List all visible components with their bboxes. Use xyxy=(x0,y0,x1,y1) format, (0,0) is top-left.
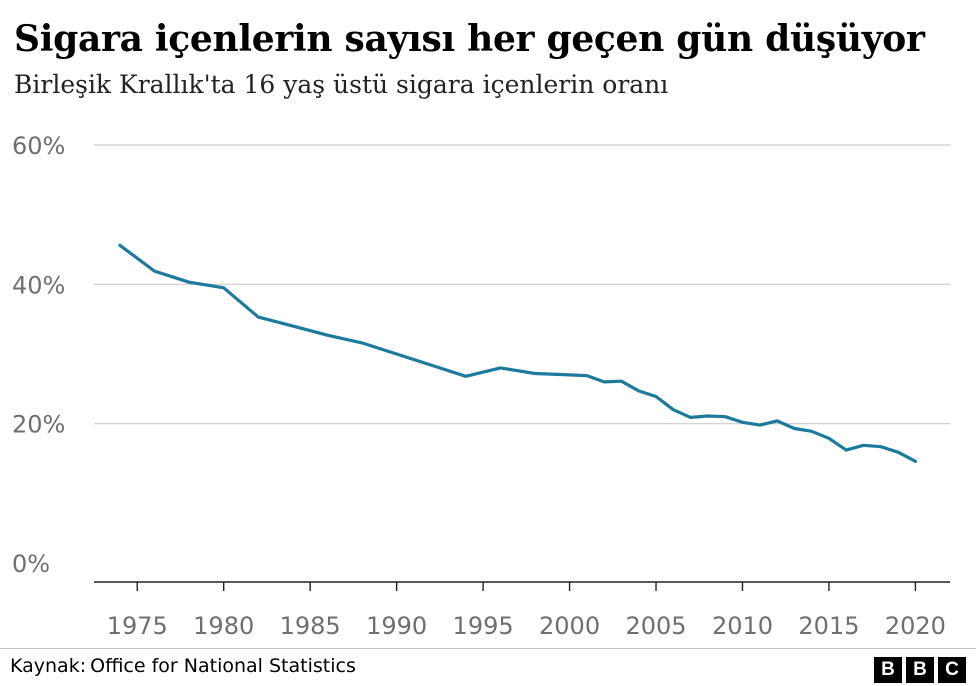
bbc-logo-letter: B xyxy=(874,657,902,683)
gridlines xyxy=(94,144,950,583)
chart-title: Sigara içenlerin sayısı her geçen gün dü… xyxy=(14,18,925,60)
bbc-logo-letter: B xyxy=(906,657,934,683)
x-tick-label: 1980 xyxy=(193,612,254,640)
y-axis-ticks: 0% 20% 40% 60% xyxy=(12,132,65,578)
x-tick-label: 1990 xyxy=(366,612,427,640)
y-tick-label: 0% xyxy=(12,550,50,578)
y-tick-label: 40% xyxy=(12,271,65,299)
x-tick-label: 2000 xyxy=(539,612,600,640)
x-tick-label: 2020 xyxy=(885,612,946,640)
bbc-logo: B B C xyxy=(874,657,966,683)
line-chart: 0% 20% 40% 60% 1975 1980 1985 1990 1995 2000 2005… xyxy=(12,132,950,640)
source-note: Kaynak: Office for National Statistics xyxy=(10,655,356,677)
chart-subtitle: Birleşik Krallık'ta 16 yaş üstü sigara i… xyxy=(14,70,669,99)
y-tick-label: 20% xyxy=(12,411,65,439)
bbc-logo-letter: C xyxy=(938,657,966,683)
x-tick-label: 1975 xyxy=(107,612,168,640)
x-tick-label: 2005 xyxy=(625,612,686,640)
x-tick-label: 1995 xyxy=(453,612,514,640)
footer-divider xyxy=(0,648,976,649)
series-layer xyxy=(118,243,918,463)
x-tick-label: 2015 xyxy=(798,612,859,640)
source-label: Kaynak: xyxy=(10,655,87,677)
x-axis-ticks: 1975 1980 1985 1990 1995 2000 2005 2010 2015 2020 xyxy=(107,582,946,640)
x-tick-label: 2010 xyxy=(712,612,773,640)
source-text: Office for National Statistics xyxy=(90,655,356,677)
x-tick-label: 1985 xyxy=(280,612,341,640)
series-line xyxy=(118,243,918,463)
y-tick-label: 60% xyxy=(12,132,65,160)
